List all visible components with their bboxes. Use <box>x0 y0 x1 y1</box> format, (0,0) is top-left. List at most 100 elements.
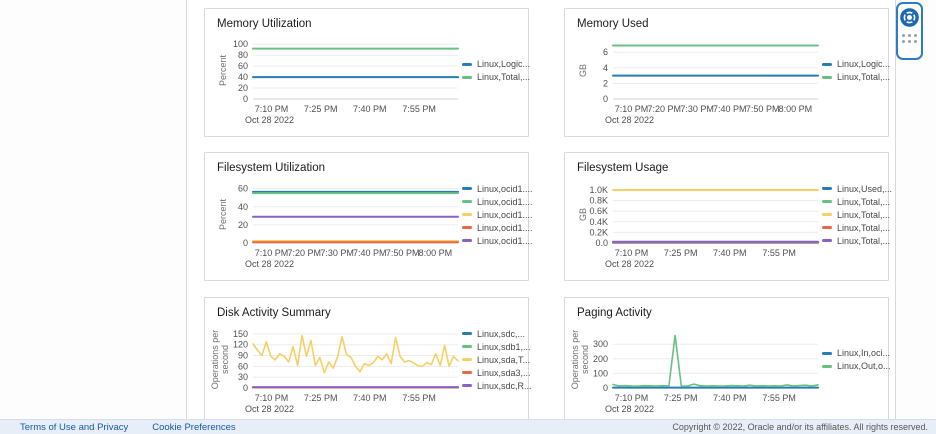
svg-text:40: 40 <box>238 202 248 212</box>
svg-text:150: 150 <box>233 329 248 339</box>
chart-title: Memory Used <box>577 18 649 30</box>
legend-item[interactable]: Linux,Total,... <box>822 208 892 221</box>
legend-item[interactable]: Linux,Total,... <box>462 71 530 84</box>
chart-card-paging-activity: Paging Activity 0 100 200 300 7:10 PM 7:25 PM… <box>564 297 891 419</box>
legend-item[interactable]: Linux,sda3,... <box>462 366 532 379</box>
svg-text:6: 6 <box>603 47 608 57</box>
legend-label: Linux,Logic... <box>477 59 531 69</box>
svg-text:7:10 PM: 7:10 PM <box>255 248 289 258</box>
help-button[interactable] <box>899 7 920 28</box>
svg-text:7:20 PM: 7:20 PM <box>288 248 322 258</box>
legend-item[interactable]: Linux,sdc,... <box>462 327 532 340</box>
svg-text:Oct 28 2022: Oct 28 2022 <box>245 115 294 125</box>
svg-text:60: 60 <box>238 361 248 371</box>
app-launcher-button[interactable] <box>902 34 917 43</box>
cookie-preferences-link[interactable]: Cookie Preferences <box>152 421 236 433</box>
svg-text:20: 20 <box>238 220 248 230</box>
legend-marker <box>822 200 832 203</box>
svg-text:GB: GB <box>578 208 588 221</box>
legend-marker <box>462 358 472 361</box>
svg-text:7:50 PM: 7:50 PM <box>386 248 420 258</box>
legend-label: Linux,ocid1.... <box>477 235 533 246</box>
legend-item[interactable]: Linux,Total,... <box>822 71 890 84</box>
svg-text:8:00 PM: 8:00 PM <box>779 104 813 114</box>
chart-title: Disk Activity Summary <box>217 307 331 319</box>
svg-text:100: 100 <box>233 39 248 49</box>
legend-marker <box>462 62 472 66</box>
chart-canvas: 0.00.2K0.4K0.6K0.8K1.0K 7:10 PM 7:25 PM 7:4… <box>578 185 819 269</box>
svg-text:90: 90 <box>238 351 248 361</box>
svg-text:7:55 PM: 7:55 PM <box>762 393 796 403</box>
svg-text:8:00 PM: 8:00 PM <box>419 248 453 258</box>
legend-marker <box>462 187 472 190</box>
chart-canvas: 0 20 40 60 7:10 PM 7:20 PM 7:30 PM 7:40 PM 7:50 … <box>218 184 459 269</box>
chart-legend: Linux,Logic... Linux,Total,... <box>822 58 890 84</box>
legend-label: Linux,Total,... <box>837 196 891 207</box>
svg-text:80: 80 <box>238 50 248 60</box>
chart-legend: Linux,In,oci... Linux,Out,o... <box>822 347 891 373</box>
legend-marker <box>462 200 472 203</box>
legend-label: Linux,ocid1.... <box>477 183 533 194</box>
svg-text:30: 30 <box>238 372 248 382</box>
legend-item[interactable]: Linux,In,oci... <box>822 347 891 360</box>
legend-label: Linux,ocid1.... <box>477 196 533 207</box>
legend-item[interactable]: Linux,Out,o... <box>822 360 891 373</box>
svg-text:7:25 PM: 7:25 PM <box>664 248 698 258</box>
svg-text:second: second <box>220 345 230 374</box>
legend-item[interactable]: Linux,sda,T... <box>462 353 532 366</box>
legend-label: Linux,Total,... <box>477 72 531 82</box>
svg-text:0: 0 <box>603 94 608 104</box>
svg-text:40: 40 <box>238 72 248 82</box>
legend-marker <box>462 75 472 79</box>
legend-item[interactable]: Linux,ocid1.... <box>462 221 533 234</box>
svg-text:60: 60 <box>238 61 248 71</box>
legend-marker <box>822 239 832 242</box>
svg-text:7:40 PM: 7:40 PM <box>353 393 387 403</box>
terms-of-use-link[interactable]: Terms of Use and Privacy <box>20 421 129 433</box>
legend-marker <box>822 226 832 229</box>
svg-text:7:50 PM: 7:50 PM <box>746 104 780 114</box>
svg-text:7:25 PM: 7:25 PM <box>304 104 338 114</box>
legend-item[interactable]: Linux,Total,... <box>822 195 892 208</box>
legend-marker <box>462 371 472 374</box>
legend-item[interactable]: Linux,Used,... <box>822 182 892 195</box>
legend-item[interactable]: Linux,sdc,R... <box>462 379 532 392</box>
legend-item[interactable]: Linux,Total,... <box>822 234 892 247</box>
svg-text:Operations per: Operations per <box>210 330 220 390</box>
legend-label: Linux,sdc,R... <box>477 380 532 391</box>
legend-label: Linux,Used,... <box>837 183 893 194</box>
chart-title: Paging Activity <box>577 307 652 319</box>
legend-item[interactable]: Linux,Total,... <box>822 221 892 234</box>
svg-text:7:55 PM: 7:55 PM <box>762 248 796 258</box>
legend-item[interactable]: Linux,Logic... <box>822 58 890 71</box>
legend-item[interactable]: Linux,Logic... <box>462 58 530 71</box>
svg-text:0: 0 <box>243 238 248 248</box>
chart-title: Filesystem Utilization <box>217 162 325 174</box>
svg-text:0.2K: 0.2K <box>589 227 608 237</box>
chart-canvas: 0 100 200 300 7:10 PM 7:25 PM 7:40 PM 7:55 PM Oc… <box>570 330 819 414</box>
legend-label: Linux,sdc,... <box>477 328 526 339</box>
chart-card-memory-utilization: Memory Utilization 0 20 40 60 80 100 7:10 PM 7:… <box>204 8 530 137</box>
dots-grid-icon <box>902 34 917 43</box>
legend-marker <box>462 239 472 242</box>
legend-marker <box>462 213 472 216</box>
svg-text:7:40 PM: 7:40 PM <box>713 248 747 258</box>
legend-item[interactable]: Linux,sdb1,... <box>462 340 532 353</box>
svg-text:Oct 28 2022: Oct 28 2022 <box>245 259 294 269</box>
legend-marker <box>822 75 832 79</box>
legend-item[interactable]: Linux,ocid1.... <box>462 208 533 221</box>
svg-text:7:20 PM: 7:20 PM <box>648 104 682 114</box>
legend-label: Linux,Logic... <box>837 59 891 69</box>
legend-item[interactable]: Linux,ocid1.... <box>462 234 533 247</box>
legend-item[interactable]: Linux,ocid1.... <box>462 195 533 208</box>
footer-links: Terms of Use and Privacy Cookie Preferen… <box>20 422 236 433</box>
svg-text:7:40 PM: 7:40 PM <box>713 104 747 114</box>
svg-text:7:30 PM: 7:30 PM <box>320 248 354 258</box>
legend-marker <box>462 384 472 387</box>
legend-label: Linux,Out,o... <box>837 361 891 371</box>
legend-item[interactable]: Linux,ocid1.... <box>462 182 533 195</box>
legend-marker <box>462 226 472 229</box>
svg-text:2: 2 <box>603 78 608 88</box>
